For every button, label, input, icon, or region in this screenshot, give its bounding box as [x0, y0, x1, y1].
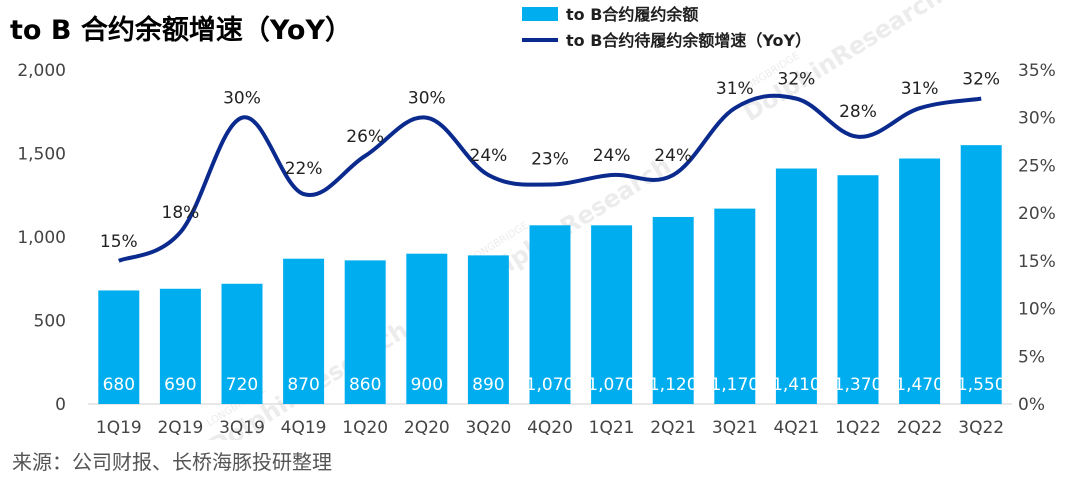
- bar: [283, 258, 325, 404]
- bar-value-label: 1,410: [772, 375, 821, 395]
- bar-value-label: 1,070: [526, 375, 575, 395]
- growth-line: [117, 93, 982, 263]
- y-right-tick-label: 15%: [1018, 252, 1056, 272]
- bar-value-label: 1,170: [710, 375, 759, 395]
- bar-value-label: 1,070: [587, 375, 636, 395]
- bar: [406, 253, 448, 404]
- bar: [98, 290, 140, 404]
- y-left-tick-label: 2,000: [17, 61, 66, 81]
- bar-series: 680 690 720 870 860 900 890 1,070 1,070 1,120 1,17…: [98, 145, 1006, 404]
- bar-value-label: 1,470: [895, 375, 944, 395]
- bar-value-label: 1,120: [649, 375, 698, 395]
- line-value-label: 28%: [839, 102, 877, 122]
- y-right-tick-label: 25%: [1018, 156, 1056, 176]
- x-tick-label: 2Q22: [897, 418, 943, 438]
- line-value-label: 24%: [654, 146, 692, 166]
- bar-value-label: 1,550: [957, 375, 1006, 395]
- x-tick-label: 3Q21: [712, 418, 758, 438]
- x-tick-label: 2Q21: [650, 418, 696, 438]
- line-value-label: 22%: [285, 159, 323, 179]
- bar-value-label: 860: [349, 375, 381, 395]
- line-value-label: 30%: [408, 89, 446, 109]
- y-right-tick-label: 10%: [1018, 300, 1056, 320]
- x-tick-label: 2Q19: [157, 418, 203, 438]
- bar-value-label: 870: [287, 375, 319, 395]
- x-tick-label: 4Q19: [281, 418, 327, 438]
- bar: [714, 208, 756, 404]
- y-left-tick-label: 1,000: [17, 228, 66, 248]
- line-value-label: 31%: [716, 79, 754, 99]
- line-value-label: 18%: [162, 203, 200, 223]
- x-tick-label: 2Q20: [404, 418, 450, 438]
- line-value-label: 30%: [223, 89, 261, 109]
- bar: [960, 145, 1002, 404]
- line-value-label: 32%: [962, 70, 1000, 90]
- x-tick-label: 1Q22: [835, 418, 881, 438]
- chart-title: to B 合约余额增速（YoY）: [10, 15, 353, 46]
- y-right-tick-label: 0%: [1018, 395, 1045, 415]
- line-value-label: 24%: [593, 146, 631, 166]
- y-left-tick-label: 0: [55, 395, 66, 415]
- x-tick-label: 3Q19: [219, 418, 265, 438]
- bar-value-label: 690: [164, 375, 196, 395]
- bar: [159, 288, 201, 404]
- bar: [529, 225, 571, 404]
- x-tick-label: 1Q20: [342, 418, 388, 438]
- bar: [899, 158, 941, 404]
- x-tick-label: 1Q21: [589, 418, 635, 438]
- y-right-tick-label: 5%: [1018, 347, 1045, 367]
- bar: [837, 175, 879, 404]
- line-series: 15% 18% 30% 22% 26% 30% 24% 23% 24% 24% 31% 32% 28% 3…: [100, 70, 1000, 263]
- bar-value-label: 720: [226, 375, 258, 395]
- bar-value-label: 890: [472, 375, 504, 395]
- x-tick-label: 4Q20: [527, 418, 573, 438]
- y-right-tick-label: 30%: [1018, 109, 1056, 129]
- line-value-label: 26%: [346, 127, 384, 147]
- bar: [775, 168, 817, 404]
- legend-bar-label: to B合约履约余额: [566, 5, 698, 24]
- line-value-label: 32%: [778, 70, 816, 90]
- right-axis: 0% 5% 10% 15% 20% 25% 30% 35%: [1018, 61, 1056, 415]
- x-tick-label: 3Q20: [465, 418, 511, 438]
- x-tick-label: 1Q19: [96, 418, 142, 438]
- chart-svg: LONGBRIDGE DolphinResearch LONGBRIDGE Do…: [17, 0, 1056, 440]
- bar: [652, 216, 694, 404]
- bar: [344, 260, 386, 404]
- bar: [591, 225, 633, 404]
- bar-value-label: 680: [103, 375, 135, 395]
- legend: to B合约履约余额 to B合约待履约余额增速（YoY）: [522, 5, 811, 50]
- left-axis: 0 500 1,000 1,500 2,000: [17, 61, 66, 415]
- x-tick-label: 4Q21: [773, 418, 819, 438]
- source-note: 来源：公司财报、长桥海豚投研整理: [12, 450, 332, 474]
- line-value-label: 23%: [531, 150, 569, 170]
- legend-bar-swatch: [522, 7, 558, 21]
- line-value-label: 15%: [100, 232, 138, 252]
- bar: [467, 255, 509, 404]
- line-value-label: 31%: [901, 79, 939, 99]
- y-right-tick-label: 35%: [1018, 61, 1056, 81]
- legend-line-label: to B合约待履约余额增速（YoY）: [566, 31, 811, 50]
- x-tick-label: 3Q22: [958, 418, 1004, 438]
- y-left-tick-label: 500: [34, 312, 66, 332]
- bar-value-label: 1,370: [834, 375, 883, 395]
- y-right-tick-label: 20%: [1018, 204, 1056, 224]
- y-left-tick-label: 1,500: [17, 145, 66, 165]
- line-value-label: 24%: [470, 146, 508, 166]
- bar-value-label: 900: [411, 375, 443, 395]
- bar: [221, 283, 263, 404]
